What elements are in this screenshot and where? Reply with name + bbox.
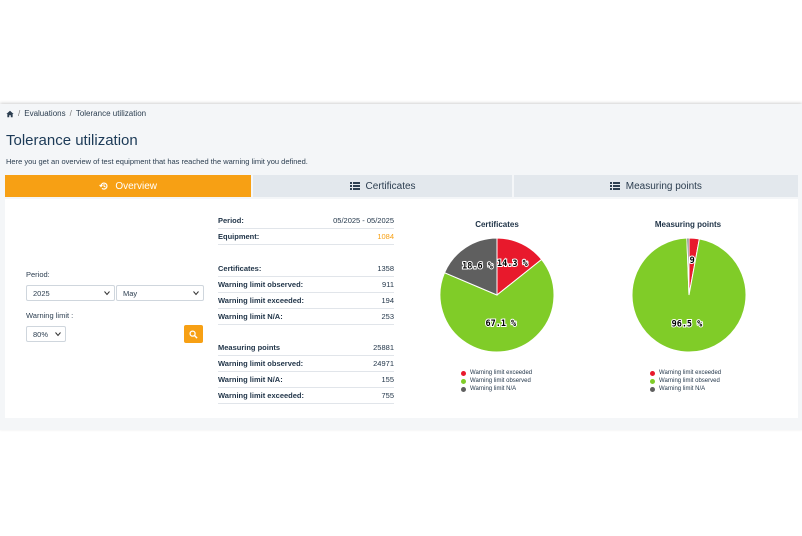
tab-measuring-points-label: Measuring points xyxy=(625,180,702,192)
certificates-legend: Warning limit exceeded Warning limit obse… xyxy=(461,369,532,393)
legend-label: Warning limit N/A xyxy=(659,386,706,392)
measuring-points-pie-chart: 2.9 %96.5 % xyxy=(631,237,747,353)
summary-stats: Period: 05/2025 - 05/2025 Equipment: 108… xyxy=(218,213,394,245)
list-icon xyxy=(349,182,360,190)
label-na: 18.6 % xyxy=(462,262,494,272)
breadcrumb-separator: / xyxy=(69,109,72,118)
label-observed: 96.5 % xyxy=(672,319,704,329)
stat-key: Period: xyxy=(218,216,244,225)
list-icon xyxy=(609,182,620,190)
slice-na xyxy=(443,237,498,296)
tab-certificates[interactable]: Certificates xyxy=(253,175,512,197)
certificates-stats: Certificates: 1358 Warning limit observe… xyxy=(218,261,394,325)
certificates-pie-chart: 14.3 % 67.1 % 18.6 % xyxy=(439,237,555,353)
chevron-down-icon xyxy=(193,291,199,296)
tab-measuring-points[interactable]: Measuring points xyxy=(513,175,798,197)
stat-row: Warning limit exceeded: 194 xyxy=(218,293,394,309)
stat-key: Warning limit observed: xyxy=(218,359,304,368)
stat-key: Warning limit N/A: xyxy=(218,312,283,321)
stat-key: Warning limit exceeded: xyxy=(218,391,304,400)
breadcrumb-separator: / xyxy=(18,109,21,118)
chevron-down-icon xyxy=(55,332,61,337)
stat-value: 911 xyxy=(382,280,394,289)
year-select[interactable]: 2025 xyxy=(26,285,115,301)
breadcrumb-evaluations[interactable]: Evaluations xyxy=(24,109,66,118)
stat-row: Equipment: 1084 xyxy=(218,229,394,245)
legend-item[interactable]: Warning limit observed xyxy=(461,377,532,385)
legend-swatch xyxy=(650,386,655,392)
legend-label: Warning limit observed xyxy=(659,378,720,384)
stat-value: 25881 xyxy=(373,343,394,352)
legend-swatch xyxy=(461,378,466,384)
label-exceeded: 14.3 % xyxy=(497,259,529,269)
period-label: Period: xyxy=(26,270,50,279)
legend-swatch xyxy=(461,370,466,376)
breadcrumb-current: Tolerance utilization xyxy=(75,109,147,118)
month-select[interactable]: May xyxy=(116,285,204,301)
stat-row: Warning limit N/A: 155 xyxy=(218,372,394,388)
measuring-points-chart-title: Measuring points xyxy=(654,220,722,229)
stat-row: Period: 05/2025 - 05/2025 xyxy=(218,213,394,229)
legend-swatch xyxy=(650,378,655,384)
tab-overview[interactable]: Overview xyxy=(5,175,252,197)
stat-row: Warning limit observed: 24971 xyxy=(218,356,394,372)
legend-label: Warning limit observed xyxy=(470,378,531,384)
measuring-points-stats: Measuring points 25881 Warning limit obs… xyxy=(218,340,394,404)
legend-item[interactable]: Warning limit N/A xyxy=(461,385,532,393)
legend-label: Warning limit N/A xyxy=(470,386,517,392)
page-title: Tolerance utilization xyxy=(6,132,138,149)
stat-key: Measuring points xyxy=(218,343,281,352)
tab-bar: Overview Certificates Measuring points xyxy=(5,175,798,197)
legend-item[interactable]: Warning limit N/A xyxy=(650,385,721,393)
measuring-points-legend: Warning limit exceeded Warning limit obse… xyxy=(650,369,721,393)
stat-key: Warning limit observed: xyxy=(218,280,304,289)
stat-key: Certificates: xyxy=(218,264,262,273)
legend-swatch xyxy=(461,386,466,392)
stat-value: 755 xyxy=(381,391,394,400)
stat-row: Warning limit observed: 911 xyxy=(218,277,394,293)
stat-row: Measuring points 25881 xyxy=(218,340,394,356)
tab-overview-label: Overview xyxy=(115,180,158,192)
stat-key: Equipment: xyxy=(218,232,260,241)
legend-label: Warning limit exceeded xyxy=(659,370,722,376)
legend-label: Warning limit exceeded xyxy=(470,370,533,376)
slice-observed xyxy=(631,237,747,353)
warning-limit-value: 80% xyxy=(33,329,49,339)
month-value: May xyxy=(123,288,138,298)
tab-certificates-label: Certificates xyxy=(365,180,416,192)
chevron-down-icon xyxy=(104,291,110,296)
stat-value: 24971 xyxy=(373,359,394,368)
stat-value: 253 xyxy=(381,312,394,321)
home-icon[interactable] xyxy=(6,110,14,118)
stat-value: 194 xyxy=(381,296,394,305)
stat-row: Warning limit exceeded: 755 xyxy=(218,388,394,404)
app-content: / Evaluations / Tolerance utilization To… xyxy=(0,104,802,430)
slice-exceeded xyxy=(496,237,543,297)
stat-key: Warning limit N/A: xyxy=(218,375,283,384)
warning-limit-label: Warning limit : xyxy=(26,311,74,320)
overview-panel: Period: 2025 May Warning limit : 80% Per… xyxy=(5,199,798,418)
stat-value: 1358 xyxy=(377,264,394,273)
stat-value: 155 xyxy=(381,375,394,384)
warning-limit-select[interactable]: 80% xyxy=(26,326,66,342)
label-observed: 67.1 % xyxy=(485,319,517,329)
slice-observed xyxy=(439,258,555,353)
page-subtitle: Here you get an overview of test equipme… xyxy=(6,157,308,166)
stat-row: Certificates: 1358 xyxy=(218,261,394,277)
legend-swatch xyxy=(650,370,655,376)
stat-key: Warning limit exceeded: xyxy=(218,296,304,305)
breadcrumb: / Evaluations / Tolerance utilization xyxy=(6,109,146,118)
stat-value: 05/2025 - 05/2025 xyxy=(333,216,394,225)
year-value: 2025 xyxy=(33,288,50,298)
legend-item[interactable]: Warning limit observed xyxy=(650,377,721,385)
stat-value: 1084 xyxy=(377,232,394,241)
history-icon xyxy=(99,182,108,190)
legend-item[interactable]: Warning limit exceeded xyxy=(650,369,721,377)
slice-na xyxy=(686,237,690,296)
search-icon xyxy=(189,329,198,339)
legend-item[interactable]: Warning limit exceeded xyxy=(461,369,532,377)
stat-row: Warning limit N/A: 253 xyxy=(218,309,394,325)
certificates-chart-title: Certificates xyxy=(475,220,519,229)
search-button[interactable] xyxy=(184,325,203,343)
